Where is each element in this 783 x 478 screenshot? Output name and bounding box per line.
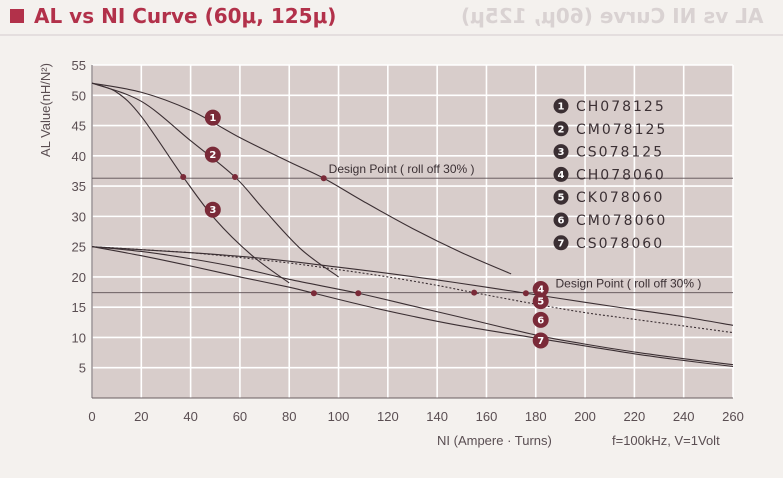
curve-marker-label-1: 1	[209, 113, 216, 124]
curve-marker-label-4: 4	[537, 285, 544, 296]
x-tick-label-1: 20	[134, 409, 148, 424]
y-tick-label-1: 10	[72, 330, 86, 345]
x-tick-label-11: 220	[624, 409, 646, 424]
series-group	[91, 82, 734, 368]
legend-marker-label-6: 6	[558, 216, 565, 227]
curve-marker-label-7: 7	[537, 336, 544, 347]
y-tick-label-0: 5	[79, 361, 86, 376]
curve-marker-3	[204, 201, 221, 218]
y-tick-label-3: 20	[72, 270, 86, 285]
x-tick-label-5: 100	[328, 409, 350, 424]
curve-marker-label-2: 2	[209, 150, 216, 161]
design-point-label-1: Design Point ( roll off 30% )	[555, 277, 701, 291]
curve-marker-5	[532, 293, 549, 310]
plot-area	[92, 65, 733, 398]
grid-lines	[91, 64, 734, 399]
chart-title: AL vs NI Curve (60μ, 125μ)	[34, 4, 337, 28]
legend-marker-2	[553, 121, 569, 137]
condition-label: f=100kHz, V=1Volt	[612, 433, 720, 448]
x-axis-label: NI (Ampere · Turns)	[437, 433, 552, 448]
curve-marker-1	[204, 109, 221, 126]
x-tick-label-0: 0	[88, 409, 95, 424]
y-tick-label-5: 30	[72, 209, 86, 224]
curve-marker-6	[532, 311, 549, 328]
legend-marker-label-2: 2	[558, 124, 565, 135]
curve-marker-4	[532, 281, 549, 298]
header-square-icon	[10, 9, 24, 23]
design-point-4	[355, 290, 362, 297]
y-tick-label-8: 45	[72, 119, 86, 134]
series-line-4	[91, 246, 734, 326]
x-tick-label-13: 260	[722, 409, 744, 424]
y-axis-label: AL Value(nH/N²)	[38, 63, 53, 157]
legend-marker-label-1: 1	[558, 102, 565, 113]
x-tick-label-9: 180	[525, 409, 547, 424]
y-tick-label-4: 25	[72, 240, 86, 255]
legend-label-4: CH078060	[576, 167, 666, 183]
x-tick-label-3: 60	[233, 409, 247, 424]
design-point-6	[522, 290, 529, 297]
x-axis-ticks: 0 20 40 60 80 100 120 140 160 180 200 220 240 260	[88, 409, 743, 424]
legend-marker-label-7: 7	[558, 238, 565, 249]
design-point-1	[231, 174, 238, 181]
legend-marker-1	[553, 98, 569, 114]
header-rule	[0, 34, 783, 36]
legend-marker-5	[553, 189, 569, 205]
series-line-6	[91, 246, 734, 366]
x-tick-label-6: 120	[377, 409, 399, 424]
legend: 1 CH078125 2 CM078125 3 CS078125 4 CH078060 5 CK0…	[553, 98, 667, 252]
design-point-label-0: Design Point ( roll off 30% )	[329, 162, 475, 176]
legend-marker-label-4: 4	[558, 170, 565, 181]
curve-marker-label-5: 5	[537, 297, 544, 308]
legend-marker-label-5: 5	[558, 193, 565, 204]
curve-marker-2	[204, 146, 221, 163]
legend-marker-4	[553, 166, 569, 182]
curve-marker-label-6: 6	[537, 315, 544, 326]
y-tick-label-2: 15	[72, 300, 86, 315]
chart-header: AL vs NI Curve (60μ, 125μ)	[0, 0, 783, 32]
design-points	[180, 174, 529, 297]
y-tick-label-6: 35	[72, 179, 86, 194]
x-tick-label-10: 200	[574, 409, 596, 424]
legend-label-7: CS078060	[576, 236, 664, 252]
y-tick-label-7: 40	[72, 149, 86, 164]
curve-marker-label-3: 3	[209, 205, 216, 216]
legend-marker-7	[553, 235, 569, 251]
x-tick-label-2: 40	[183, 409, 197, 424]
design-point-0	[180, 174, 187, 181]
legend-marker-3	[553, 144, 569, 160]
series-line-7	[91, 246, 734, 368]
legend-marker-6	[553, 212, 569, 228]
legend-label-3: CS078125	[576, 145, 664, 161]
legend-label-6: CM078060	[576, 213, 667, 229]
x-tick-label-4: 80	[282, 409, 296, 424]
x-tick-label-12: 240	[673, 409, 695, 424]
design-point-5	[471, 289, 478, 296]
design-point-lines: Design Point ( roll off 30% ) Design Poin…	[92, 162, 733, 294]
x-tick-label-7: 140	[426, 409, 448, 424]
legend-label-2: CM078125	[576, 122, 667, 138]
legend-label-5: CK078060	[576, 190, 664, 206]
legend-label-1: CH078125	[576, 99, 666, 115]
curve-markers: 1 2 3 45 6 7	[204, 109, 549, 349]
series-line-1	[91, 82, 512, 275]
y-tick-label-9: 50	[72, 88, 86, 103]
curve-marker-7	[532, 332, 549, 349]
x-tick-label-8: 160	[476, 409, 498, 424]
legend-marker-label-3: 3	[558, 147, 565, 158]
y-axis-ticks: 5 10 15 20 25 30 35 40 45 50 55	[72, 58, 86, 376]
y-tick-label-10: 55	[72, 58, 86, 73]
design-point-2	[320, 175, 327, 182]
design-point-3	[310, 290, 317, 297]
